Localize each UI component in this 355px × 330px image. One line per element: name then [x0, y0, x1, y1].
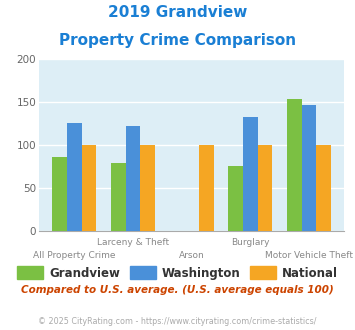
Bar: [258, 145, 272, 231]
Bar: [52, 157, 67, 231]
Bar: [199, 145, 214, 231]
Bar: [228, 166, 243, 231]
Bar: [67, 123, 82, 231]
Text: Property Crime Comparison: Property Crime Comparison: [59, 33, 296, 48]
Text: Arson: Arson: [179, 251, 204, 260]
Bar: [302, 105, 316, 231]
Text: © 2025 CityRating.com - https://www.cityrating.com/crime-statistics/: © 2025 CityRating.com - https://www.city…: [38, 317, 317, 326]
Bar: [287, 99, 302, 231]
Text: Compared to U.S. average. (U.S. average equals 100): Compared to U.S. average. (U.S. average …: [21, 285, 334, 295]
Bar: [111, 163, 126, 231]
Bar: [126, 126, 140, 231]
Text: All Property Crime: All Property Crime: [33, 251, 115, 260]
Bar: [140, 145, 155, 231]
Bar: [82, 145, 96, 231]
Bar: [243, 117, 258, 231]
Text: Motor Vehicle Theft: Motor Vehicle Theft: [265, 251, 353, 260]
Text: Burglary: Burglary: [231, 238, 270, 247]
Legend: Grandview, Washington, National: Grandview, Washington, National: [13, 262, 342, 284]
Text: 2019 Grandview: 2019 Grandview: [108, 5, 247, 20]
Bar: [316, 145, 331, 231]
Text: Larceny & Theft: Larceny & Theft: [97, 238, 169, 247]
